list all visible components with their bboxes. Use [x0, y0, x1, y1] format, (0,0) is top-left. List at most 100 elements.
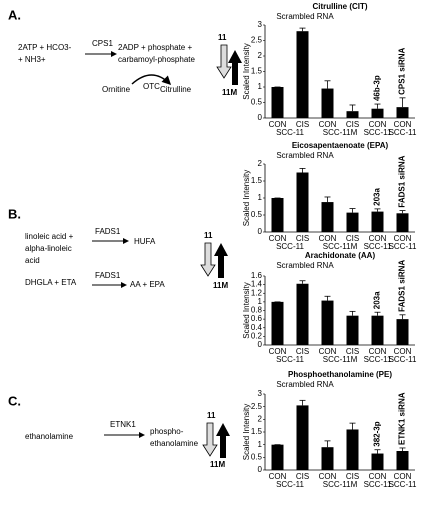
cell-line: 11M: [210, 460, 225, 469]
y-tick-label: 1.5: [251, 427, 263, 436]
bar: [321, 88, 334, 118]
bar: [371, 211, 384, 232]
substrate: alpha-linoleic: [25, 244, 72, 253]
chart-subtitle: Scrambled RNA: [276, 380, 334, 389]
annotation: 46b-3p: [373, 75, 382, 101]
y-axis-label: Scaled Intensity: [242, 282, 251, 338]
y-axis-label: Scaled Intensity: [242, 404, 251, 460]
y-axis-label: Scaled Intensity: [242, 43, 251, 99]
group-label: SCC-11: [364, 355, 392, 364]
cell-line: 11M: [222, 88, 237, 97]
bar: [346, 315, 359, 345]
panel-c: C. ethanolamine ETNK1 phospho- ethanolam…: [8, 393, 230, 469]
y-tick-label: 1: [258, 297, 263, 306]
x-tick-label: CIS: [346, 472, 359, 481]
up-arrow: [214, 243, 228, 278]
y-tick-label: 0: [258, 465, 263, 474]
x-tick-label: CIS: [296, 234, 309, 243]
substrate: DHGLA + ETA: [25, 278, 77, 287]
group-label: SCC-11: [276, 242, 304, 251]
chart: Phosphoethanolamine (PE)Scrambled RNA Sca…: [242, 370, 417, 489]
annotation: CPS1 siRNA: [398, 48, 407, 95]
y-tick-label: 2: [258, 51, 263, 60]
y-tick-label: 1.4: [251, 280, 263, 289]
cell-line: 11M: [213, 281, 228, 290]
bar: [346, 429, 359, 470]
x-tick-label: CIS: [296, 347, 309, 356]
chart-subtitle: Scrambled RNA: [276, 12, 334, 21]
chart: Arachidonate (AA)Scrambled RNA Scaled Int…: [242, 251, 417, 364]
x-tick-label: CON: [369, 234, 387, 243]
enzyme: OTC: [143, 82, 160, 91]
bar: [371, 315, 384, 345]
error-bar: [374, 449, 381, 454]
x-tick-label: CIS: [296, 472, 309, 481]
y-tick-label: 0: [258, 340, 263, 349]
y-tick-label: 1.6: [251, 271, 263, 280]
y-tick-label: 0.6: [251, 314, 263, 323]
bar: [346, 212, 359, 232]
bar: [296, 283, 309, 345]
group-label: SCC-11: [389, 480, 417, 489]
product: phospho-: [150, 427, 184, 436]
bar: [371, 453, 384, 470]
panel-a: A. 2ATP + HCO3- + NH3+ CPS1 2ADP + phosp…: [8, 7, 242, 97]
error-bar: [374, 311, 381, 316]
group-label: SCC-11: [389, 128, 417, 137]
x-tick-label: CIS: [346, 120, 359, 129]
x-tick-label: CON: [319, 347, 337, 356]
y-tick-label: 1.5: [251, 67, 263, 76]
bar: [271, 198, 284, 232]
bar: [371, 108, 384, 118]
x-tick-label: CIS: [296, 120, 309, 129]
y-tick-label: 1: [258, 440, 263, 449]
product: carbamoyl-phosphate: [118, 55, 195, 64]
error-bar: [349, 422, 356, 430]
x-tick-label: CON: [319, 120, 337, 129]
annotation: 203a: [373, 188, 382, 206]
group-label: SCC-11: [389, 242, 417, 251]
y-tick-label: 2: [258, 159, 263, 168]
x-tick-label: CON: [269, 120, 287, 129]
chart-subtitle: Scrambled RNA: [276, 261, 334, 270]
up-arrow: [216, 423, 230, 458]
y-tick-label: 0.8: [251, 306, 263, 315]
chart: Citrulline (CIT)Scrambled RNA Scaled Inte…: [242, 2, 417, 137]
y-tick-label: 1: [258, 193, 263, 202]
annotation: 203a: [373, 291, 382, 309]
substrate: + NH3+: [18, 55, 46, 64]
x-tick-label: CIS: [346, 347, 359, 356]
x-tick-label: CON: [394, 347, 412, 356]
error-bar: [399, 314, 406, 320]
group-label: SCC-11: [276, 355, 304, 364]
y-tick-label: 0.5: [251, 452, 263, 461]
error-bar: [299, 399, 306, 406]
cell-line: 11: [218, 33, 227, 42]
error-bar: [349, 208, 356, 213]
product: ethanolamine: [150, 439, 199, 448]
x-tick-label: CON: [319, 472, 337, 481]
group-label: SCC-11: [389, 355, 417, 364]
enzyme: ETNK1: [110, 420, 136, 429]
chart-title: Phosphoethanolamine (PE): [288, 370, 392, 379]
down-arrow: [200, 242, 216, 277]
y-tick-label: 1.2: [251, 288, 263, 297]
x-tick-label: CON: [269, 234, 287, 243]
error-bar: [374, 208, 381, 212]
product: AA + EPA: [130, 280, 165, 289]
y-tick-label: 2: [258, 414, 263, 423]
substrate: acid: [25, 256, 40, 265]
metabolite: Ornitine: [102, 85, 131, 94]
y-tick-label: 3: [258, 20, 263, 29]
bar: [271, 87, 284, 118]
bar: [396, 213, 409, 232]
error-bar: [324, 80, 331, 89]
cycle-arrow: [131, 74, 172, 86]
x-tick-label: CON: [269, 347, 287, 356]
error-bar: [324, 440, 331, 448]
chart-title: Eicosapentaenoate (EPA): [292, 141, 389, 150]
bar: [271, 444, 284, 470]
y-tick-label: 2.5: [251, 402, 263, 411]
y-tick-label: 2.5: [251, 36, 263, 45]
error-bar: [324, 295, 331, 301]
